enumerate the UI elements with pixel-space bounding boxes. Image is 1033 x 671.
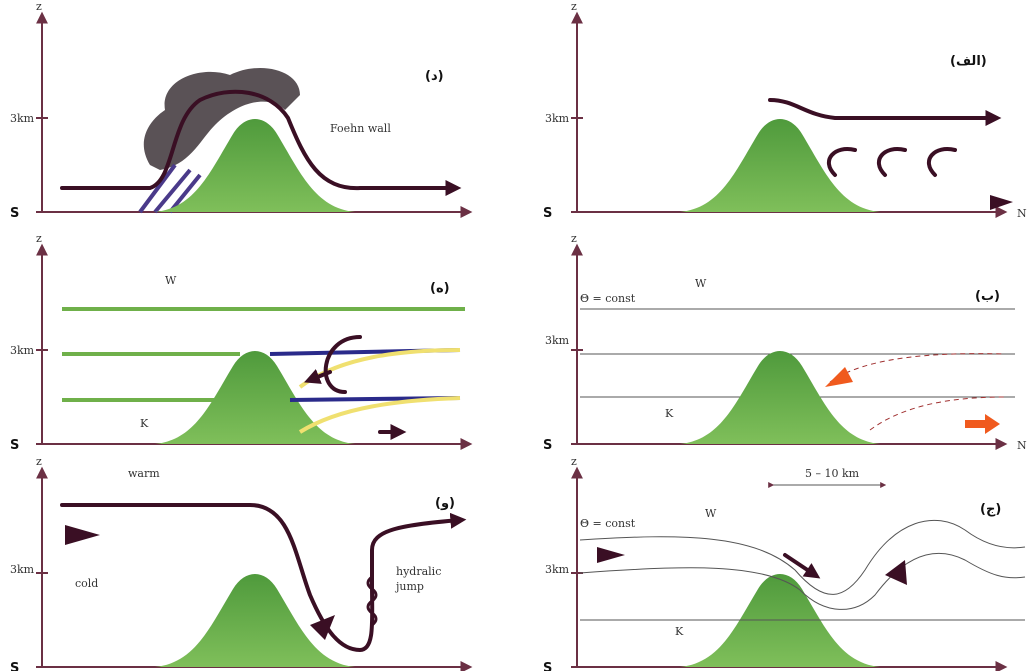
south-label: S xyxy=(543,438,552,453)
panel-lee-wave: 3km z S Θ = const W 5 – 10 km K (ج) xyxy=(543,455,1025,671)
panel-isentropes: 3km z S N Θ = const W K (ب) xyxy=(543,232,1027,453)
z-label: z xyxy=(36,455,42,468)
south-label: S xyxy=(10,661,19,671)
north-label: N xyxy=(1017,439,1027,452)
z-label: z xyxy=(571,0,577,13)
south-label: S xyxy=(543,661,552,671)
jump-label: hydralic xyxy=(396,565,441,578)
panel-label: (و) xyxy=(435,496,455,511)
south-label: S xyxy=(10,206,19,221)
level-label: 3km xyxy=(10,112,35,125)
upper-label: warm xyxy=(128,467,160,480)
upper-label: W xyxy=(695,277,707,290)
theta-label: Θ = const xyxy=(580,517,636,530)
z-label: z xyxy=(571,232,577,245)
upper-label: W xyxy=(165,274,177,287)
level-label: 3km xyxy=(10,563,35,576)
south-label: S xyxy=(10,438,19,453)
panel-label: (ج) xyxy=(980,502,1001,517)
lower-label: K xyxy=(140,417,149,430)
panel-rotors: 3km z S N (الف) xyxy=(543,0,1027,221)
panel-label: (ه) xyxy=(430,281,450,296)
z-label: z xyxy=(36,0,42,13)
panel-foehn: 3km z S Foehn wall (د) xyxy=(10,0,470,221)
diagram: 3km z S Foehn wall (د) 3km z S N (الف) 3… xyxy=(0,0,1033,671)
theta-label: Θ = const xyxy=(580,292,636,305)
upper-label: W xyxy=(705,507,717,520)
level-label: 3km xyxy=(545,563,570,576)
jump-label: jump xyxy=(394,580,424,593)
z-label: z xyxy=(571,455,577,468)
panel-label: (د) xyxy=(425,69,444,84)
south-label: S xyxy=(543,206,552,221)
panel-label: (الف) xyxy=(950,54,987,69)
north-label: N xyxy=(1017,207,1027,220)
note: Foehn wall xyxy=(330,122,391,135)
panel-hydraulic-jump: 3km z S warm cold hydralic jump (و) xyxy=(10,455,470,671)
level-label: 3km xyxy=(10,344,35,357)
panel-label: (ب) xyxy=(975,289,1000,304)
lower-label: cold xyxy=(75,577,98,590)
level-label: 3km xyxy=(545,334,570,347)
panel-waves: 3km z S W K (ه) xyxy=(10,232,470,453)
lower-label: K xyxy=(665,407,674,420)
lower-label: K xyxy=(675,625,684,638)
distance-label: 5 – 10 km xyxy=(805,467,860,480)
level-label: 3km xyxy=(545,112,570,125)
z-label: z xyxy=(36,232,42,245)
